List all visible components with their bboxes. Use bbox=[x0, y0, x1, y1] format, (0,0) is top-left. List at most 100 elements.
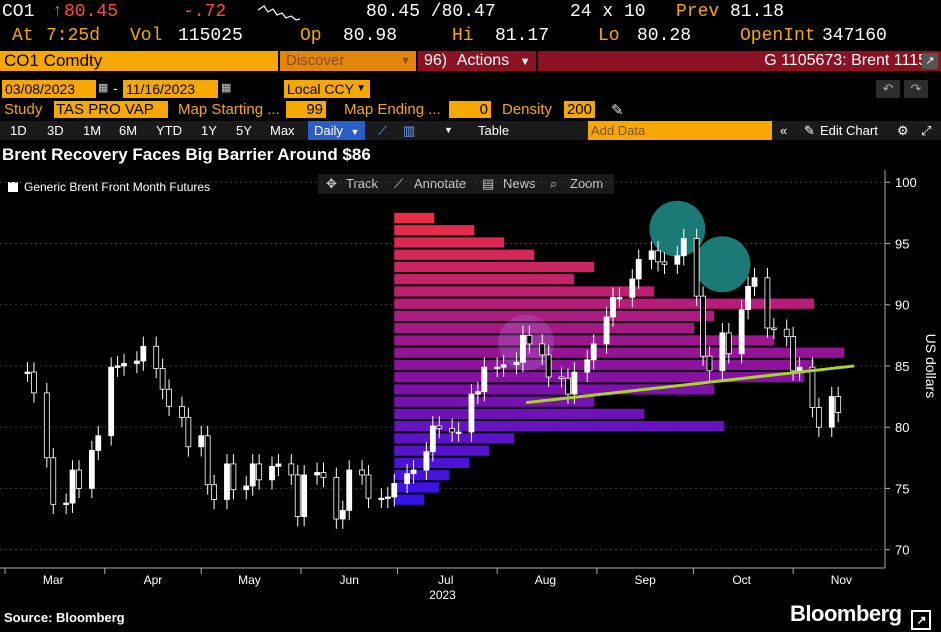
chevron-down-icon[interactable]: ▼ bbox=[444, 125, 453, 135]
volume-bar bbox=[394, 298, 815, 309]
price-candle bbox=[133, 360, 140, 364]
range-3d[interactable]: 3D bbox=[47, 123, 64, 138]
chevron-down-icon: ▼ bbox=[356, 83, 366, 94]
density-label: Density bbox=[502, 101, 553, 118]
news-icon[interactable]: ▤ bbox=[482, 176, 495, 191]
price-candle bbox=[95, 435, 102, 451]
annotate-button[interactable]: Annotate bbox=[414, 176, 467, 191]
end-date-input[interactable]: 11/16/2023 bbox=[123, 80, 218, 98]
low-value: 80.28 bbox=[637, 26, 692, 46]
range-1m[interactable]: 1M bbox=[83, 123, 102, 138]
map-start-label: Map Starting ... bbox=[178, 101, 280, 118]
y-tick-label: 90 bbox=[895, 298, 909, 313]
bar-chart-icon[interactable]: ▥ bbox=[403, 123, 416, 138]
price-candle bbox=[88, 450, 95, 489]
security-input[interactable]: CO1 Comdty bbox=[0, 51, 278, 71]
date-range-bar: 03/08/2023 ▦ - 11/16/2023 ▦ Local CCY ▼ … bbox=[0, 78, 941, 100]
at-label: At bbox=[12, 26, 34, 46]
zoom-icon[interactable]: ⌕ bbox=[550, 176, 558, 191]
price-candle bbox=[719, 332, 726, 372]
calendar-icon[interactable]: ▦ bbox=[98, 82, 109, 94]
zoom-button[interactable]: Zoom bbox=[570, 176, 604, 191]
price-candle bbox=[603, 316, 610, 345]
annotate-icon[interactable]: ⟋ bbox=[394, 176, 404, 191]
openint-value: 347160 bbox=[822, 26, 887, 46]
price-candle bbox=[179, 405, 185, 418]
price-candle bbox=[249, 463, 256, 487]
price-candle bbox=[565, 377, 571, 395]
volume-profile bbox=[394, 212, 845, 505]
collapse-icon[interactable]: « bbox=[780, 123, 788, 138]
map-start-input[interactable]: 99 bbox=[286, 101, 326, 118]
volume-bar bbox=[394, 323, 695, 334]
discover-button[interactable]: Discover ▼ bbox=[280, 51, 416, 71]
at-time: 7:25d bbox=[46, 26, 101, 46]
period-select[interactable]: Daily ▼ bbox=[308, 121, 366, 140]
price-candle bbox=[590, 343, 597, 361]
bloomberg-logo: Bloomberg ↗ bbox=[790, 601, 932, 630]
map-end-input[interactable]: 0 bbox=[449, 101, 491, 118]
range-1y[interactable]: 1Y bbox=[201, 123, 217, 138]
highlight-circle bbox=[694, 236, 751, 293]
price-candle bbox=[790, 336, 797, 372]
settings-icon[interactable]: ⚙ bbox=[897, 123, 909, 138]
fullscreen-icon[interactable]: ⤢ bbox=[921, 123, 932, 138]
map-end-label: Map Ending ... bbox=[344, 101, 441, 118]
currency-label: Local CCY bbox=[287, 81, 354, 97]
price-candle bbox=[680, 238, 687, 257]
volume-bar bbox=[394, 384, 715, 395]
price-candle bbox=[314, 472, 320, 476]
price-candle bbox=[700, 295, 706, 357]
y-tick-label: 75 bbox=[895, 481, 909, 496]
line-chart-icon[interactable]: ⟋ bbox=[378, 123, 388, 138]
terminal-icon: ↗ bbox=[911, 610, 932, 630]
table-button[interactable]: Table bbox=[478, 123, 510, 138]
open-value: 80.98 bbox=[343, 26, 398, 46]
add-data-input[interactable]: Add Data bbox=[588, 121, 772, 140]
price-candle bbox=[140, 345, 147, 362]
volume-bar bbox=[394, 494, 425, 505]
range-ytd[interactable]: YTD bbox=[156, 123, 182, 138]
highlight-circles bbox=[498, 200, 751, 371]
price-candle bbox=[31, 371, 37, 394]
currency-select[interactable]: Local CCY ▼ bbox=[284, 80, 370, 98]
chevron-down-icon: ▼ bbox=[400, 55, 411, 67]
highlight-circle bbox=[498, 314, 555, 371]
actions-code: 96) bbox=[424, 52, 448, 69]
range-1d[interactable]: 1D bbox=[10, 123, 27, 138]
edit-chart-button[interactable]: Edit Chart bbox=[820, 123, 878, 138]
actions-button[interactable]: 96) Actions ▼ bbox=[418, 51, 536, 71]
density-input[interactable]: 200 bbox=[564, 101, 595, 118]
price-candle bbox=[159, 367, 166, 390]
last-price: 80.45 bbox=[64, 2, 119, 22]
range-6m[interactable]: 6M bbox=[119, 123, 138, 138]
track-icon[interactable]: ✥ bbox=[326, 176, 337, 191]
price-candle bbox=[346, 469, 353, 511]
range-max[interactable]: Max bbox=[270, 123, 295, 138]
calendar-icon[interactable]: ▦ bbox=[221, 82, 232, 94]
price-candle bbox=[674, 255, 681, 265]
brand-label: Bloomberg bbox=[790, 601, 902, 626]
pencil-icon[interactable]: ✎ bbox=[611, 102, 624, 119]
news-button[interactable]: News bbox=[503, 176, 536, 191]
expand-icon[interactable]: ↗ bbox=[922, 53, 938, 69]
price-candle bbox=[121, 363, 127, 367]
redo-button[interactable]: ↷ bbox=[904, 80, 928, 98]
edit-chart-icon[interactable]: ✎ bbox=[804, 123, 815, 138]
bid-ask-size: 24 x 10 bbox=[570, 2, 646, 22]
undo-button[interactable]: ↶ bbox=[876, 80, 900, 98]
highlight-circle bbox=[649, 200, 706, 257]
track-button[interactable]: Track bbox=[346, 176, 379, 191]
start-date-input[interactable]: 03/08/2023 bbox=[2, 80, 96, 98]
volume-bar bbox=[394, 347, 845, 358]
price-candle bbox=[359, 469, 365, 476]
range-5y[interactable]: 5Y bbox=[236, 123, 252, 138]
price-candle bbox=[558, 376, 565, 379]
price-candle bbox=[256, 463, 263, 481]
price-candle bbox=[745, 285, 752, 311]
price-candle bbox=[24, 371, 31, 374]
study-select[interactable]: TAS PRO VAP bbox=[54, 101, 168, 118]
y-axis-label: US dollars bbox=[923, 334, 939, 399]
price-candle bbox=[69, 469, 76, 504]
x-tick-label: Jul bbox=[438, 573, 453, 587]
